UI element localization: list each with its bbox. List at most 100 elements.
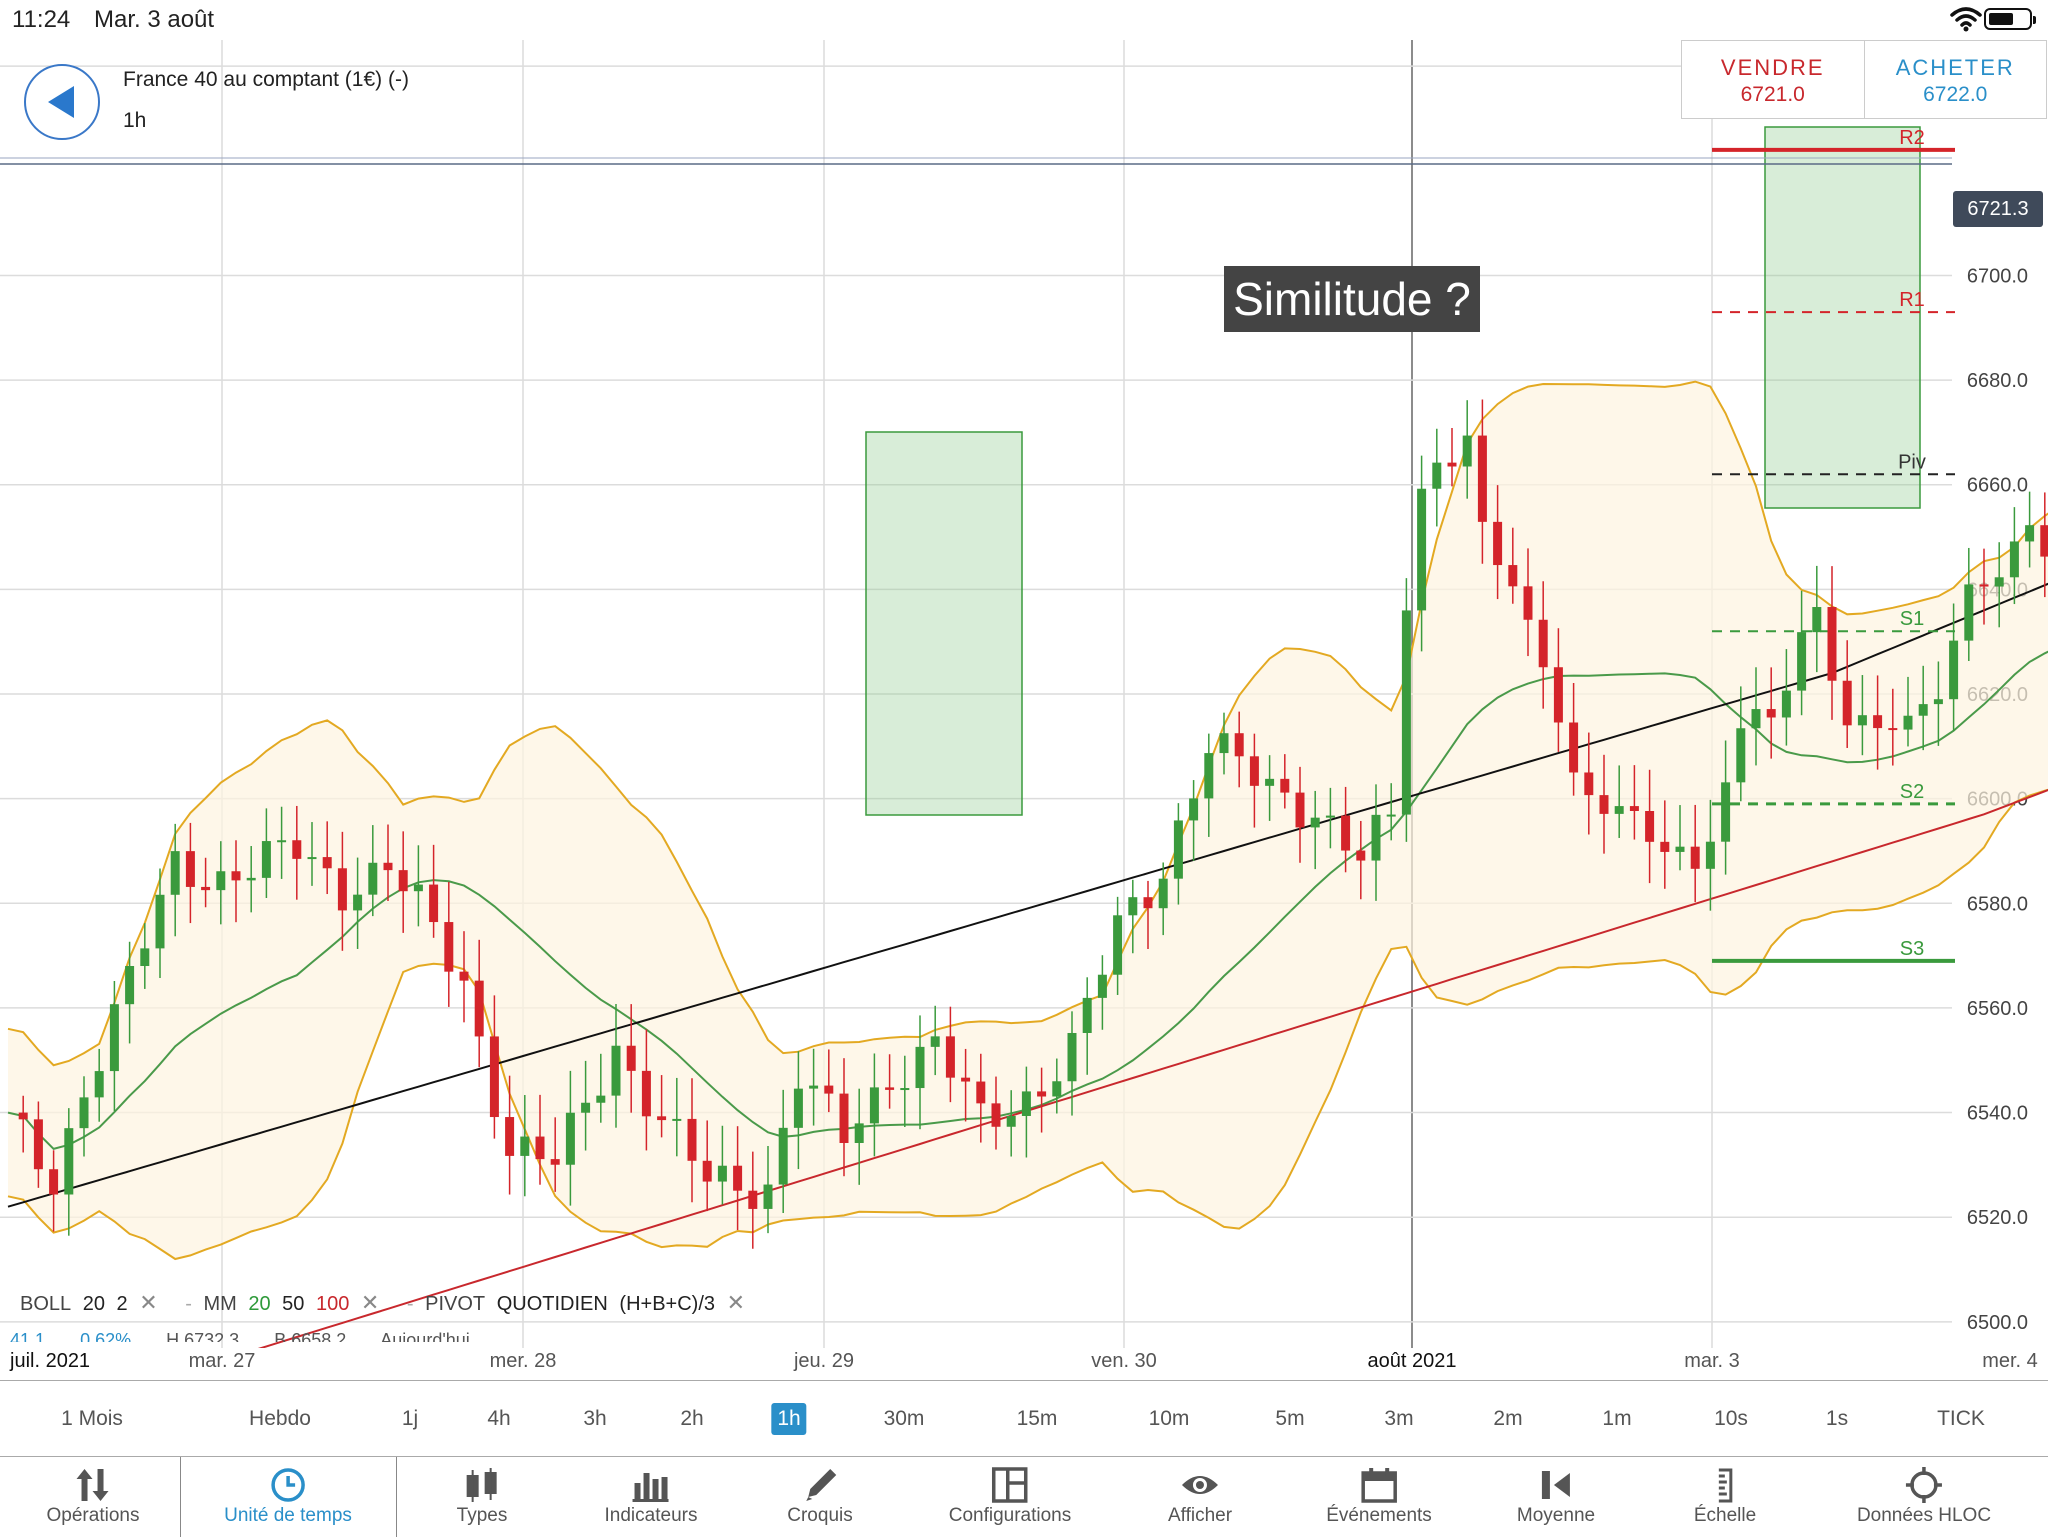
candle bbox=[1477, 435, 1487, 522]
sell-button[interactable]: VENDRE 6721.0 bbox=[1682, 41, 1864, 118]
candle bbox=[1310, 817, 1320, 828]
status-time: 11:24 bbox=[12, 6, 71, 33]
info-line: 41.1 0.62% H 6732.3 B 6658.2 Aujourd'hui bbox=[10, 1330, 500, 1342]
candle bbox=[748, 1190, 758, 1209]
back-arrow-icon bbox=[48, 86, 74, 118]
candle bbox=[1219, 733, 1229, 754]
events-button[interactable]: Événements bbox=[1326, 1457, 1432, 1537]
legend-separator: - bbox=[406, 1293, 414, 1315]
candle bbox=[1675, 846, 1685, 852]
time-unit-button[interactable]: Unité de temps bbox=[224, 1457, 352, 1537]
candle bbox=[2040, 525, 2048, 557]
boll-deviation: 2 bbox=[116, 1293, 128, 1315]
candle bbox=[839, 1093, 849, 1143]
current-price-tag: 6721.3 bbox=[1953, 191, 2043, 227]
hloc-data-button[interactable]: Données HLOC bbox=[1857, 1457, 1991, 1537]
candle bbox=[1508, 565, 1518, 587]
x-tick-label: mer. 28 bbox=[489, 1350, 557, 1372]
pivot-label-r1: R1 bbox=[1899, 289, 1925, 311]
timeframe-1s[interactable]: 1s bbox=[1825, 1407, 1849, 1430]
info-change-pct: 0.62% bbox=[80, 1330, 132, 1342]
candle bbox=[49, 1169, 59, 1195]
operations-button[interactable]: Opérations bbox=[47, 1457, 139, 1537]
timeframe-10s[interactable]: 10s bbox=[1714, 1407, 1748, 1430]
x-axis: juil. 2021 mar. 27 mer. 28 jeu. 29 ven. 30 ao… bbox=[0, 1348, 2048, 1378]
show-button[interactable]: Afficher bbox=[1168, 1457, 1232, 1537]
candle bbox=[565, 1112, 575, 1165]
remove-boll-icon[interactable]: ✕ bbox=[139, 1290, 158, 1315]
candle bbox=[322, 857, 332, 869]
buy-label: ACHETER bbox=[1895, 55, 2015, 80]
candle bbox=[1097, 974, 1107, 998]
candle bbox=[429, 884, 439, 923]
timeframe-hebdo[interactable]: Hebdo bbox=[249, 1407, 311, 1430]
candle bbox=[1569, 722, 1579, 773]
candle bbox=[1751, 709, 1761, 729]
scale-button[interactable]: Échelle bbox=[1694, 1457, 1756, 1537]
buy-price: 6722.0 bbox=[1923, 83, 1988, 106]
candle bbox=[1721, 782, 1731, 842]
x-tick-label: mar. 27 bbox=[188, 1350, 256, 1372]
remove-pivot-icon[interactable]: ✕ bbox=[726, 1290, 745, 1315]
timeframe-1m[interactable]: 1m bbox=[1602, 1407, 1632, 1430]
timeframe-2h[interactable]: 2h bbox=[680, 1407, 704, 1430]
timeframe-1j[interactable]: 1j bbox=[401, 1407, 419, 1430]
candle bbox=[1645, 810, 1655, 842]
x-tick-label: mer. 4 bbox=[1982, 1350, 2038, 1372]
status-date: Mar. 3 août bbox=[94, 6, 215, 33]
candle bbox=[1386, 814, 1396, 817]
candle bbox=[1614, 806, 1624, 814]
candle bbox=[1979, 584, 1989, 587]
candle bbox=[307, 857, 317, 860]
layout-icon bbox=[992, 1467, 1028, 1503]
timeframe-1-mois[interactable]: 1 Mois bbox=[61, 1407, 123, 1430]
timeframe-bar: 1 Mois Hebdo 1j 4h 3h 2h 1h 30m 15m 10m 5m 3m 2m 1m 10… bbox=[0, 1380, 2048, 1457]
types-button[interactable]: Types bbox=[457, 1457, 507, 1537]
chart-annotation[interactable]: Similitude ? bbox=[1224, 266, 1480, 332]
timeframe-10m[interactable]: 10m bbox=[1148, 1407, 1190, 1430]
timeframe-4h[interactable]: 4h bbox=[487, 1407, 511, 1430]
candle bbox=[961, 1077, 971, 1082]
candle bbox=[1280, 778, 1290, 793]
buy-button[interactable]: ACHETER 6722.0 bbox=[1863, 41, 2047, 118]
timeframe-30m[interactable]: 30m bbox=[883, 1407, 925, 1430]
boll-name: BOLL bbox=[20, 1293, 72, 1315]
remove-mm-icon[interactable]: ✕ bbox=[360, 1290, 380, 1315]
indicators-button[interactable]: Indicateurs bbox=[605, 1457, 697, 1537]
price-chart[interactable]: 6740.06700.06680.06660.06640.06620.06600… bbox=[0, 40, 2048, 1348]
timeframe-15m[interactable]: 15m bbox=[1016, 1407, 1058, 1430]
back-button[interactable] bbox=[24, 64, 100, 140]
timeframe-3h[interactable]: 3h bbox=[583, 1407, 607, 1430]
candle bbox=[809, 1085, 819, 1089]
candle bbox=[125, 966, 135, 1005]
sketches-button[interactable]: Croquis bbox=[787, 1457, 853, 1537]
y-tick-label: 6660.0 bbox=[1967, 475, 2028, 497]
x-tick-label: mar. 3 bbox=[1684, 1350, 1740, 1372]
indicator-legend: BOLL 20 2 ✕ - MM 20 50 100 ✕ - PIVOT QUO… bbox=[20, 1290, 767, 1316]
crosshair-icon bbox=[1906, 1467, 1942, 1503]
pencil-icon bbox=[805, 1469, 836, 1501]
candle bbox=[687, 1118, 697, 1161]
timeframe-2m[interactable]: 2m bbox=[1493, 1407, 1523, 1430]
highlight-box bbox=[865, 431, 1023, 816]
timeframe-3m[interactable]: 3m bbox=[1384, 1407, 1414, 1430]
configurations-button[interactable]: Configurations bbox=[949, 1457, 1071, 1537]
candle bbox=[1797, 632, 1807, 691]
candle bbox=[1462, 435, 1472, 467]
timeframe-5m[interactable]: 5m bbox=[1275, 1407, 1305, 1430]
highlight-box bbox=[1764, 126, 1921, 509]
candle bbox=[930, 1036, 940, 1047]
candle bbox=[231, 871, 241, 881]
candle bbox=[1660, 841, 1670, 852]
timeframe-1h[interactable]: 1h bbox=[771, 1403, 807, 1435]
pivot-label-r2: R2 bbox=[1899, 127, 1925, 149]
candle bbox=[1325, 815, 1335, 818]
info-low: B 6658.2 bbox=[274, 1330, 347, 1342]
candle bbox=[550, 1159, 560, 1165]
bollinger-band-fill bbox=[8, 381, 2048, 1259]
timeframe-tick[interactable]: TICK bbox=[1937, 1407, 1985, 1430]
candle bbox=[277, 840, 287, 843]
candle bbox=[869, 1087, 879, 1124]
average-button[interactable]: Moyenne bbox=[1517, 1457, 1595, 1537]
candle bbox=[1584, 772, 1594, 796]
